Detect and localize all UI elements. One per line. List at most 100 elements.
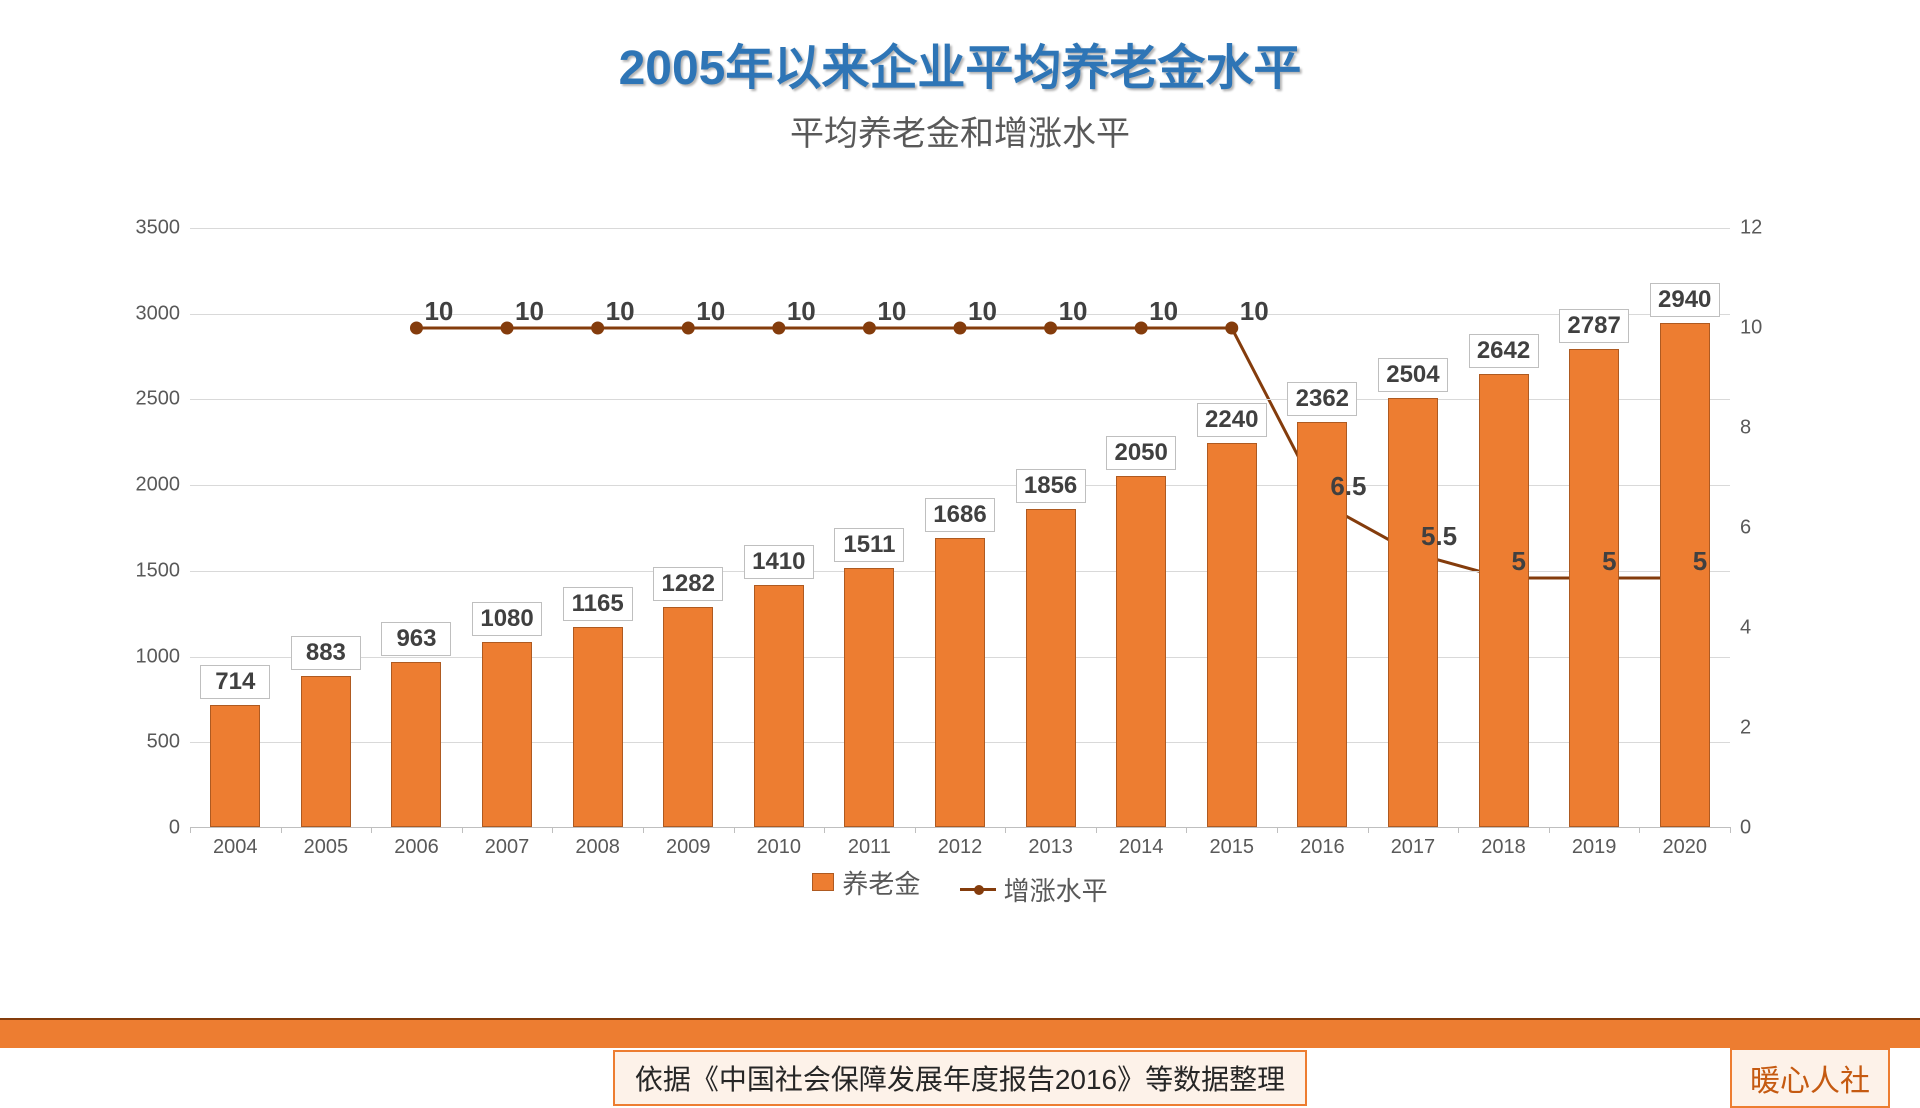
line-marker — [410, 322, 422, 334]
line-marker — [592, 322, 604, 334]
x-tick — [1277, 827, 1278, 833]
y-right-tick-label: 6 — [1740, 517, 1780, 540]
line-value-label: 5.5 — [1421, 521, 1457, 552]
line-marker — [682, 322, 694, 334]
line-marker — [501, 322, 513, 334]
bar — [1569, 349, 1619, 827]
plot-area: 0500100015002000250030003500024681012714… — [190, 228, 1730, 828]
y-left-tick-label: 3000 — [130, 302, 180, 325]
bar-value-label: 1282 — [653, 567, 723, 601]
y-right-tick-label: 8 — [1740, 417, 1780, 440]
line-value-label: 10 — [787, 296, 816, 327]
y-left-tick-label: 3500 — [130, 217, 180, 240]
bar — [1207, 443, 1257, 827]
bar — [482, 642, 532, 827]
x-tick — [1368, 827, 1369, 833]
line-marker — [954, 322, 966, 334]
footer: 依据《中国社会保障发展年度报告2016》等数据整理 暖心人社 — [0, 1048, 1920, 1108]
x-tick — [824, 827, 825, 833]
footer-band — [0, 1018, 1920, 1048]
x-tick — [190, 827, 191, 833]
bar — [391, 662, 441, 827]
bar — [1116, 476, 1166, 827]
bar — [1026, 509, 1076, 827]
x-tick-label: 2018 — [1459, 836, 1549, 859]
y-left-tick-label: 2500 — [130, 388, 180, 411]
x-tick-label: 2008 — [553, 836, 643, 859]
legend-line: 增涨水平 — [960, 871, 1108, 908]
line-value-label: 10 — [968, 296, 997, 327]
x-tick — [1005, 827, 1006, 833]
x-tick-label: 2009 — [643, 836, 733, 859]
bar-value-label: 1080 — [472, 602, 542, 636]
x-tick-label: 2011 — [824, 836, 914, 859]
y-right-tick-label: 2 — [1740, 717, 1780, 740]
x-tick — [462, 827, 463, 833]
x-tick — [1639, 827, 1640, 833]
line-value-label: 10 — [606, 296, 635, 327]
bar-value-label: 883 — [291, 636, 361, 670]
bar-value-label: 1165 — [563, 587, 633, 621]
legend-bar: 养老金 — [812, 864, 920, 901]
chart-title: 2005年以来企业平均养老金水平 — [0, 28, 1920, 98]
bar — [1479, 374, 1529, 827]
gridline — [190, 314, 1730, 315]
x-tick-label: 2017 — [1368, 836, 1458, 859]
x-tick-label: 2016 — [1277, 836, 1367, 859]
bar-value-label: 2940 — [1650, 283, 1720, 317]
x-tick-label: 2015 — [1187, 836, 1277, 859]
x-tick-label: 2006 — [371, 836, 461, 859]
bar — [935, 538, 985, 827]
bar-value-label: 714 — [200, 665, 270, 699]
bar-value-label: 2787 — [1559, 309, 1629, 343]
bar-value-label: 1511 — [834, 528, 904, 562]
x-tick-label: 2020 — [1640, 836, 1730, 859]
bar-value-label: 2642 — [1469, 334, 1539, 368]
bar — [573, 627, 623, 827]
footer-brand: 暖心人社 — [1730, 1048, 1890, 1108]
y-left-tick-label: 1500 — [130, 559, 180, 582]
y-right-tick-label: 12 — [1740, 217, 1780, 240]
x-tick — [1458, 827, 1459, 833]
line-marker — [863, 322, 875, 334]
bar — [754, 585, 804, 827]
line-value-label: 10 — [877, 296, 906, 327]
line-value-label: 10 — [1059, 296, 1088, 327]
line-value-label: 10 — [696, 296, 725, 327]
x-tick-label: 2012 — [915, 836, 1005, 859]
x-tick-label: 2007 — [462, 836, 552, 859]
y-right-tick-label: 10 — [1740, 317, 1780, 340]
line-value-label: 10 — [1149, 296, 1178, 327]
x-tick-label: 2004 — [190, 836, 280, 859]
x-tick — [643, 827, 644, 833]
line-marker — [1045, 322, 1057, 334]
chart-area: 0500100015002000250030003500024681012714… — [80, 208, 1840, 908]
bar — [663, 607, 713, 827]
bar — [844, 568, 894, 827]
bar — [301, 676, 351, 827]
y-left-tick-label: 1000 — [130, 645, 180, 668]
x-tick — [1549, 827, 1550, 833]
legend-bar-swatch — [812, 873, 834, 891]
x-tick-label: 2010 — [734, 836, 824, 859]
line-value-label: 5 — [1512, 546, 1526, 577]
bar-value-label: 2504 — [1378, 358, 1448, 392]
x-tick-label: 2019 — [1549, 836, 1639, 859]
line-value-label: 6.5 — [1330, 471, 1366, 502]
x-tick-label: 2005 — [281, 836, 371, 859]
bar-value-label: 1686 — [925, 498, 995, 532]
y-right-tick-label: 0 — [1740, 817, 1780, 840]
line-value-label: 10 — [424, 296, 453, 327]
bar-value-label: 963 — [381, 622, 451, 656]
line-value-label: 5 — [1602, 546, 1616, 577]
legend: 养老金 增涨水平 — [80, 864, 1840, 909]
legend-line-swatch — [960, 888, 996, 891]
x-tick-label: 2013 — [1006, 836, 1096, 859]
bar-value-label: 2050 — [1106, 436, 1176, 470]
line-marker — [1226, 322, 1238, 334]
bar-value-label: 1410 — [744, 545, 814, 579]
line-value-label: 10 — [515, 296, 544, 327]
x-tick — [1730, 827, 1731, 833]
y-left-tick-label: 2000 — [130, 474, 180, 497]
x-tick — [371, 827, 372, 833]
